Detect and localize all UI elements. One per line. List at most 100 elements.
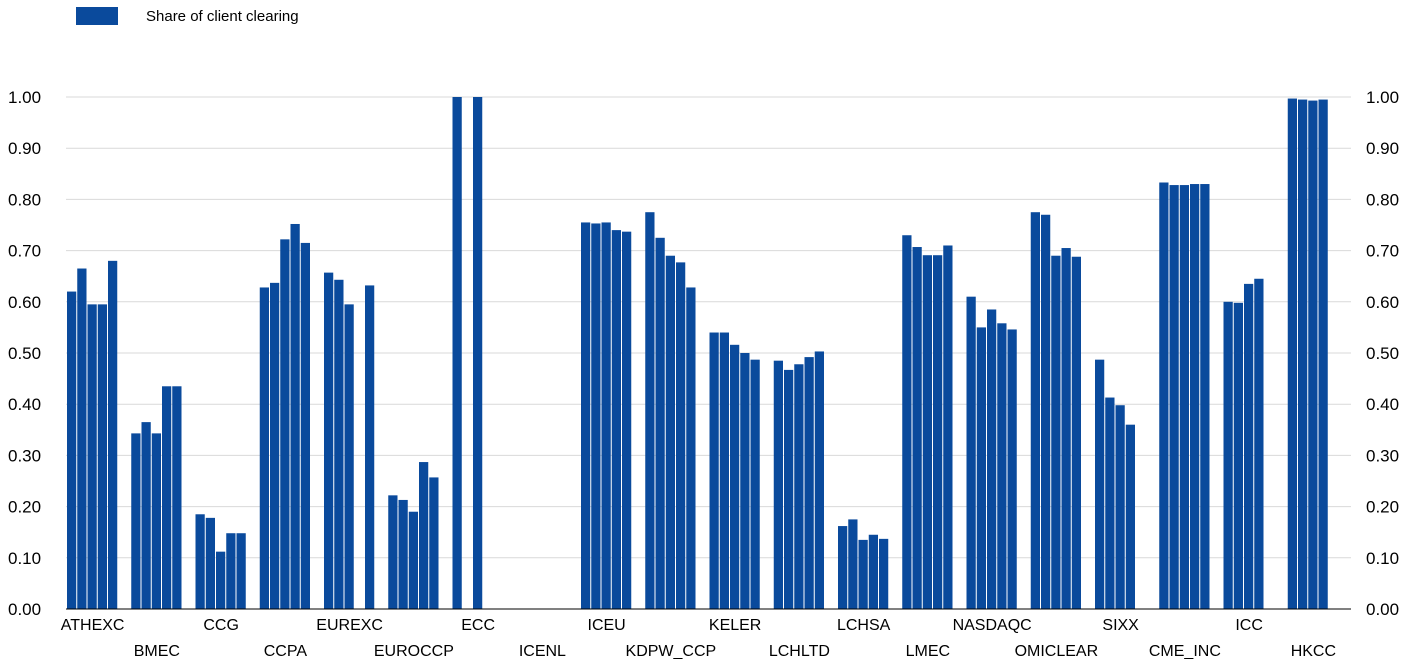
bar <box>740 353 750 609</box>
bar <box>388 495 398 609</box>
bar <box>236 533 246 609</box>
bar <box>67 291 77 609</box>
x-tick-label: ECC <box>461 617 495 634</box>
y-tick-label-right: 0.20 <box>1366 498 1399 517</box>
bar <box>1030 212 1040 609</box>
bar <box>398 499 408 609</box>
bar <box>773 360 783 609</box>
bar <box>814 351 824 609</box>
x-tick-label: LCHSA <box>837 617 891 634</box>
bar <box>1095 359 1105 609</box>
y-tick-label-right: 0.30 <box>1366 446 1399 465</box>
x-tick-label: ICENL <box>519 643 566 660</box>
x-tick-label: OMICLEAR <box>1015 643 1099 660</box>
bar <box>290 223 300 610</box>
bar <box>1179 185 1189 609</box>
bar <box>902 235 912 610</box>
legend-label: Share of client clearing <box>146 7 299 25</box>
bar <box>1190 184 1200 610</box>
bar <box>1041 214 1051 609</box>
bar <box>709 332 719 609</box>
bar <box>1007 329 1017 609</box>
x-tick-label: BMEC <box>134 643 180 660</box>
bar <box>848 519 858 609</box>
x-tick-label: LCHLTD <box>769 643 830 660</box>
bar <box>226 533 236 609</box>
bar <box>151 433 161 609</box>
bar <box>997 323 1007 609</box>
y-tick-label-right: 0.40 <box>1366 395 1399 414</box>
bar <box>912 247 922 609</box>
bar <box>87 304 97 609</box>
bar <box>1298 99 1308 609</box>
bar <box>645 212 655 609</box>
bar <box>1169 185 1179 609</box>
x-tick-label: KDPW_CCP <box>626 643 717 660</box>
y-tick-label-left: 0.30 <box>8 446 41 465</box>
bar <box>966 296 976 609</box>
bar <box>686 287 696 609</box>
bar <box>280 239 290 609</box>
bar <box>1200 184 1210 610</box>
bar <box>750 359 760 609</box>
bar <box>108 260 118 609</box>
bar <box>216 551 226 609</box>
bar <box>97 304 107 609</box>
bar <box>1061 248 1071 610</box>
bar <box>868 534 878 609</box>
bar <box>408 511 418 609</box>
x-tick-label: NASDAQC <box>953 617 1032 634</box>
bar <box>1287 98 1297 609</box>
bar <box>334 279 344 609</box>
y-tick-label-right: 0.10 <box>1366 549 1399 568</box>
x-tick-label: ICC <box>1235 617 1263 634</box>
bar <box>665 255 675 609</box>
bar <box>1254 278 1264 609</box>
bar <box>976 327 986 609</box>
bar <box>622 231 632 609</box>
y-tick-label-right: 0.70 <box>1366 242 1399 261</box>
y-tick-label-left: 0.80 <box>8 190 41 209</box>
bar <box>205 517 215 609</box>
bar <box>77 268 87 609</box>
bar <box>259 287 269 609</box>
y-tick-label-left: 0.60 <box>8 293 41 312</box>
x-tick-label: SIXX <box>1102 617 1139 634</box>
x-tick-label: EUROCCP <box>374 643 454 660</box>
bar <box>1115 405 1125 609</box>
bar <box>452 97 462 609</box>
y-tick-label-left: 0.20 <box>8 498 41 517</box>
x-tick-label: KELER <box>709 617 761 634</box>
bar <box>419 462 429 609</box>
bar <box>131 433 141 609</box>
bar <box>879 538 889 609</box>
bar <box>473 97 483 609</box>
bar <box>943 245 953 610</box>
bar <box>141 422 151 609</box>
bar <box>172 386 182 609</box>
bar <box>838 526 848 609</box>
bar <box>655 237 665 610</box>
bar <box>429 477 439 609</box>
y-tick-label-right: 0.60 <box>1366 293 1399 312</box>
x-tick-label: CCG <box>203 617 239 634</box>
bar <box>1159 182 1169 609</box>
legend-swatch <box>76 7 118 25</box>
x-tick-label: HKCC <box>1291 643 1336 660</box>
bar <box>784 369 794 609</box>
y-tick-label-left: 0.40 <box>8 395 41 414</box>
y-tick-label-left: 0.50 <box>8 344 41 363</box>
x-tick-label: CCPA <box>264 643 308 660</box>
y-tick-label-left: 0.00 <box>8 600 41 619</box>
bar <box>611 230 621 609</box>
x-tick-label: LMEC <box>906 643 950 660</box>
bar <box>933 255 943 609</box>
bar <box>1105 397 1115 609</box>
x-tick-label: ICEU <box>588 617 626 634</box>
y-tick-label-left: 0.70 <box>8 242 41 261</box>
bar <box>858 539 868 609</box>
bar <box>1244 283 1254 609</box>
bar <box>676 262 686 609</box>
bar <box>719 332 729 609</box>
